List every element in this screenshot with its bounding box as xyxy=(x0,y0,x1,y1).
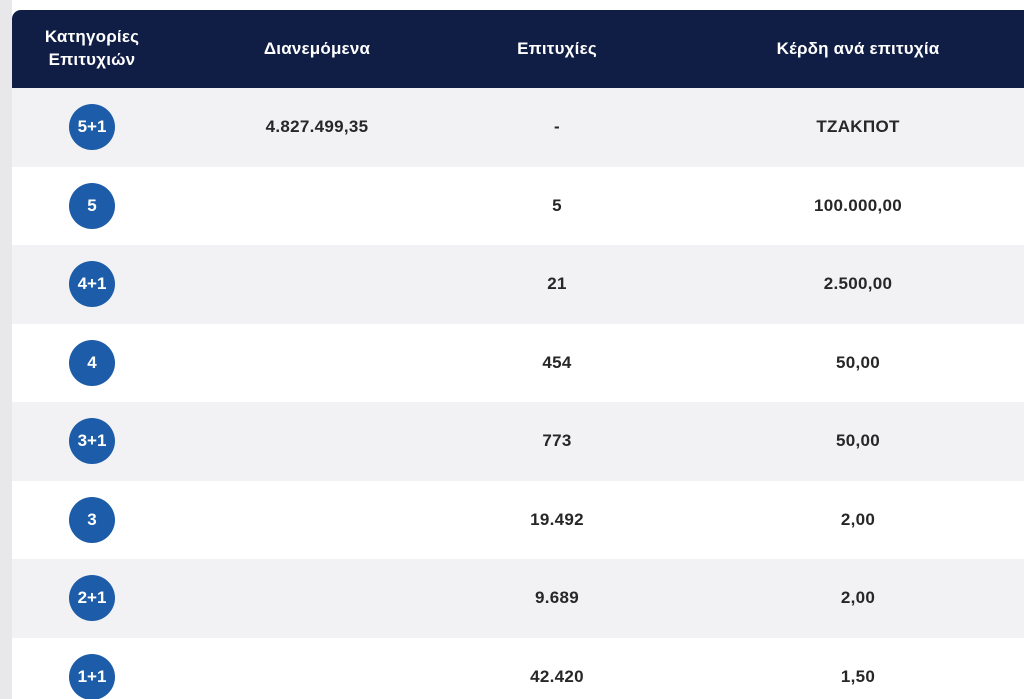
prize-cell: ΤΖΑΚΠΟΤ xyxy=(816,117,900,137)
column-header-categories: Κατηγορίες Επιτυχιών xyxy=(44,27,140,69)
prize-table: Κατηγορίες Επιτυχιών Διανεμόμενα Επιτυχί… xyxy=(12,10,1024,699)
winners-cell: 9.689 xyxy=(534,588,580,608)
table-row: 5 5 100.000,00 xyxy=(12,166,1024,245)
category-badge: 4+1 xyxy=(69,261,115,308)
category-cell: 5 xyxy=(12,182,172,229)
prize-cell: 2,00 xyxy=(840,509,876,529)
category-cell: 5+1 xyxy=(12,104,172,151)
category-badge: 5 xyxy=(69,182,115,229)
category-cell: 4+1 xyxy=(12,261,172,308)
table-row: 4+1 21 2.500,00 xyxy=(12,245,1024,324)
category-badge: 2+1 xyxy=(69,575,115,622)
table-row: 3+1 773 50,00 xyxy=(12,402,1024,481)
winners-cell: 773 xyxy=(542,431,572,451)
winners-cell: - xyxy=(554,117,560,137)
prize-cell: 2,00 xyxy=(840,588,876,608)
table-header-row: Κατηγορίες Επιτυχιών Διανεμόμενα Επιτυχί… xyxy=(12,10,1024,88)
column-header-distributed: Διανεμόμενα xyxy=(263,38,371,58)
prize-table-card: Κατηγορίες Επιτυχιών Διανεμόμενα Επιτυχί… xyxy=(12,0,1024,699)
table-row: 5+1 4.827.499,35 - ΤΖΑΚΠΟΤ xyxy=(12,88,1024,167)
category-badge: 5+1 xyxy=(69,104,115,151)
prize-cell: 1,50 xyxy=(840,666,876,686)
category-badge: 1+1 xyxy=(69,653,115,699)
table-row: 4 454 50,00 xyxy=(12,323,1024,402)
winners-cell: 21 xyxy=(547,274,567,294)
winners-cell: 42.420 xyxy=(530,666,584,686)
table-row: 3 19.492 2,00 xyxy=(12,480,1024,559)
category-badge: 4 xyxy=(69,339,115,386)
category-cell: 4 xyxy=(12,339,172,386)
column-header-prize-per-win: Κέρδη ανά επιτυχία xyxy=(776,38,940,58)
distributed-cell: 4.827.499,35 xyxy=(265,117,369,137)
table-row: 2+1 9.689 2,00 xyxy=(12,559,1024,638)
winners-cell: 454 xyxy=(542,352,572,372)
winners-cell: 5 xyxy=(552,195,562,215)
category-cell: 3+1 xyxy=(12,418,172,465)
winners-cell: 19.492 xyxy=(530,509,584,529)
category-cell: 3 xyxy=(12,496,172,543)
prize-cell: 50,00 xyxy=(835,431,881,451)
prize-cell: 100.000,00 xyxy=(813,195,903,215)
prize-cell: 2.500,00 xyxy=(823,274,893,294)
category-badge: 3+1 xyxy=(69,418,115,465)
table-row: 1+1 42.420 1,50 xyxy=(12,637,1024,699)
category-badge: 3 xyxy=(69,496,115,543)
column-header-winners: Επιτυχίες xyxy=(517,38,597,58)
category-cell: 1+1 xyxy=(12,653,172,699)
prize-cell: 50,00 xyxy=(835,352,881,372)
category-cell: 2+1 xyxy=(12,575,172,622)
